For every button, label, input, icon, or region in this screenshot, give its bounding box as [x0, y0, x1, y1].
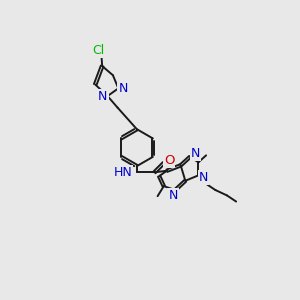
- Text: N: N: [190, 147, 200, 160]
- Text: N: N: [199, 171, 208, 184]
- Text: O: O: [164, 154, 174, 167]
- Text: Cl: Cl: [92, 44, 104, 57]
- Text: N: N: [168, 189, 178, 202]
- Text: HN: HN: [113, 166, 132, 179]
- Text: N: N: [118, 82, 128, 95]
- Text: N: N: [98, 90, 108, 103]
